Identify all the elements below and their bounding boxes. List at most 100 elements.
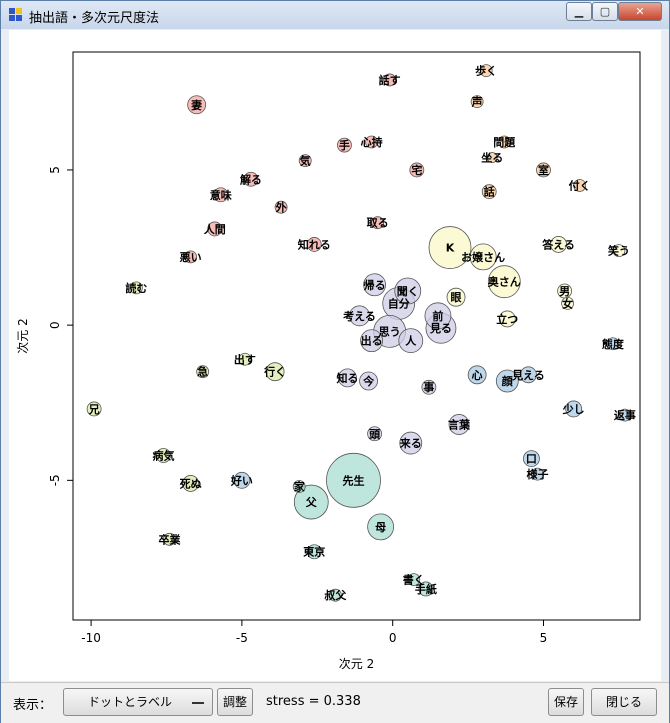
data-point xyxy=(448,414,470,435)
stress-text: stress = 0.338 xyxy=(266,694,361,709)
point-label: 父 xyxy=(305,496,318,509)
point-label: 解る xyxy=(240,172,262,186)
point-label: 心 xyxy=(472,369,483,382)
maximize-button[interactable]: ▢ xyxy=(592,2,618,21)
point-label: 来る xyxy=(399,436,422,450)
window-title: 抽出語・多次元尺度法 xyxy=(29,11,160,26)
data-point xyxy=(573,179,587,192)
data-point xyxy=(470,95,484,109)
adjust-button[interactable]: 調整 xyxy=(217,688,253,716)
close-icon: ✕ xyxy=(635,5,645,18)
data-point xyxy=(274,200,288,214)
data-point xyxy=(606,337,620,351)
close-window-button[interactable]: ✕ xyxy=(618,2,662,21)
save-button[interactable]: 保存 xyxy=(548,688,584,716)
x-tick-label: 0 xyxy=(389,631,397,645)
data-point xyxy=(233,471,251,489)
point-label: 見る xyxy=(429,322,452,335)
point-label: 事 xyxy=(423,380,434,394)
point-label: 問題 xyxy=(493,136,516,149)
plot-frame xyxy=(72,51,641,621)
data-point xyxy=(187,95,207,115)
point-label: 話 xyxy=(484,185,495,199)
display-label: 表示： xyxy=(13,698,53,713)
point-label: 声 xyxy=(471,95,483,109)
display-select[interactable]: ドットとラベル xyxy=(63,688,213,716)
point-label: 宅 xyxy=(411,163,422,177)
data-point xyxy=(367,426,382,442)
data-point xyxy=(238,352,252,366)
data-point xyxy=(265,362,285,382)
point-label: 手 xyxy=(339,138,350,152)
point-label: 書く xyxy=(403,573,425,587)
point-label: 出る xyxy=(361,334,383,348)
point-label: 兄 xyxy=(88,403,100,416)
data-point xyxy=(399,431,423,455)
data-point xyxy=(394,277,422,305)
data-point xyxy=(337,137,352,153)
point-label: 聞く xyxy=(397,285,419,298)
data-point xyxy=(418,581,434,597)
point-label: 室 xyxy=(538,163,549,177)
data-point xyxy=(421,379,437,395)
point-label: 言葉 xyxy=(448,417,471,431)
minimize-icon: ▁ xyxy=(574,5,584,18)
data-point xyxy=(536,162,551,178)
data-point xyxy=(86,401,102,417)
point-label: 坐る xyxy=(481,151,503,165)
close-button[interactable]: 閉じる xyxy=(591,688,657,716)
data-point xyxy=(363,273,386,297)
data-point xyxy=(523,450,540,468)
point-label: 急 xyxy=(197,365,208,379)
point-label: お嬢さん xyxy=(461,250,505,264)
point-label: 人 xyxy=(405,334,417,348)
data-point xyxy=(407,573,421,587)
data-point xyxy=(359,371,378,391)
data-point xyxy=(207,221,223,237)
data-point xyxy=(182,475,200,492)
point-label: 悪い xyxy=(180,251,202,264)
point-label: 病気 xyxy=(152,448,174,462)
data-point xyxy=(293,484,329,520)
data-point xyxy=(213,187,229,203)
title-bar[interactable]: 抽出語・多次元尺度法 ▁ ▢ ✕ xyxy=(1,1,669,29)
point-label: 意味 xyxy=(210,188,232,202)
display-select-value: ドットとラベル xyxy=(88,695,173,709)
data-point xyxy=(612,244,626,258)
data-point xyxy=(129,281,143,295)
point-label: 歩く xyxy=(475,64,497,78)
data-point xyxy=(163,532,176,546)
point-label: 先生 xyxy=(342,473,364,487)
data-point xyxy=(550,236,567,253)
x-tick-label: -5 xyxy=(236,631,248,645)
minimize-button[interactable]: ▁ xyxy=(566,2,592,21)
data-point xyxy=(292,480,306,493)
point-label: 今 xyxy=(362,374,375,388)
y-tick-label: -5 xyxy=(48,474,62,486)
point-label: 知れる xyxy=(297,237,331,251)
point-label: 話す xyxy=(379,73,401,87)
point-label: 行く xyxy=(263,365,286,379)
point-label: 叔父 xyxy=(324,588,347,602)
point-label: 死ぬ xyxy=(180,477,202,490)
point-label: 態度 xyxy=(602,337,625,351)
data-point xyxy=(156,448,171,463)
point-label: 女 xyxy=(562,296,573,310)
data-point xyxy=(306,237,322,252)
data-point xyxy=(565,400,583,418)
data-point xyxy=(481,184,497,200)
data-point xyxy=(371,216,385,230)
data-point xyxy=(495,369,519,393)
plot-area: -10 -5 0 5 -5 0 5 次元 2 次元 2 妻 話す 心持手気解る 意味 宅外人間 取る 悪い 知れ… xyxy=(9,30,661,681)
x-tick-label: 5 xyxy=(540,631,548,645)
point-label: 人間 xyxy=(204,222,226,236)
x-axis-label: 次元 2 xyxy=(339,657,374,671)
point-label: 笑う xyxy=(608,244,630,258)
data-point xyxy=(531,467,544,481)
data-point xyxy=(446,287,466,307)
point-label: 様子 xyxy=(526,467,548,481)
point-label: 前 xyxy=(432,309,443,323)
data-point xyxy=(561,297,575,310)
data-point xyxy=(398,328,424,354)
point-label: 手紙 xyxy=(415,582,437,596)
